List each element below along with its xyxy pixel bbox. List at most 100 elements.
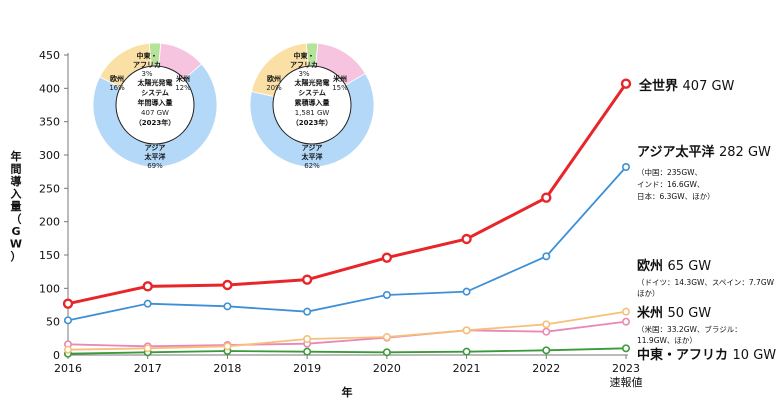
data-point <box>381 252 393 263</box>
data-point <box>620 78 632 89</box>
pie-slice-label: 15% <box>332 84 348 92</box>
x-tick-label: 2022 <box>532 362 560 375</box>
data-point <box>62 298 74 309</box>
data-point <box>541 192 552 203</box>
europe-detail: （ドイツ：14.3GW、スペイン：7.7GW <box>637 278 775 287</box>
pie-slice-label: 3% <box>141 70 152 78</box>
x-tick-note: 速報値 <box>610 376 643 389</box>
data-point <box>621 163 630 172</box>
pie-slice-label: 米州 <box>175 74 190 83</box>
x-axis-title: 年 <box>342 385 353 399</box>
pie-center-text: 1,581 GW <box>295 109 330 117</box>
data-point <box>621 344 630 353</box>
data-point <box>542 327 551 336</box>
y-tick-label: 0 <box>53 349 60 362</box>
asia-name: アジア太平洋 <box>637 144 719 160</box>
pie-slice-label: アフリカ <box>290 61 318 69</box>
data-point <box>462 326 471 335</box>
y-tick-label: 300 <box>39 149 60 162</box>
y-tick-label: 100 <box>39 282 60 295</box>
europe-name: 欧州 <box>637 258 668 274</box>
pie-slice-label: アジア <box>145 144 166 152</box>
x-tick-label: 2020 <box>373 362 401 375</box>
americas-name: 米州 <box>637 305 668 321</box>
pie-slice-label: 太平洋 <box>145 152 166 161</box>
data-point <box>301 274 313 285</box>
europe-value: 65 GW <box>668 259 712 274</box>
x-tick-label: 2021 <box>453 362 481 375</box>
data-point <box>462 347 471 356</box>
pie-slice-label: 欧州 <box>267 74 281 83</box>
data-point <box>382 348 391 357</box>
data-point <box>303 334 312 343</box>
pie-slice-label: 太平洋 <box>302 152 323 161</box>
data-point <box>621 317 630 326</box>
pie-center-text: 累積導入量 <box>295 98 330 107</box>
pie-center-hole <box>272 65 352 145</box>
data-point <box>223 302 232 311</box>
data-point <box>542 346 551 355</box>
y-axis-title-char: 入 <box>11 188 22 201</box>
x-tick-label: 2023 <box>612 362 640 375</box>
x-tick-label: 2018 <box>213 362 241 375</box>
europe-label: 欧州 65 GW <box>637 258 711 274</box>
data-point <box>223 342 232 351</box>
y-axis-title-char: 年 <box>11 149 22 163</box>
data-point <box>64 316 73 325</box>
pie-center-text: （2023年） <box>135 118 175 127</box>
data-point <box>621 307 630 316</box>
pie-slice-label: 3% <box>298 70 309 78</box>
y-axis-title-char: （ <box>11 213 22 226</box>
data-point <box>382 332 391 341</box>
pie-center-text: （2023年） <box>292 118 332 127</box>
data-point <box>142 281 153 292</box>
data-point <box>542 252 551 261</box>
pie-slice-label: 20% <box>266 84 282 92</box>
data-point <box>382 290 391 299</box>
data-point <box>303 347 312 356</box>
y-axis-title-char: G <box>11 225 20 238</box>
europe-detail: ほか） <box>637 289 660 298</box>
pie-center-text: システム <box>298 89 326 97</box>
series-line <box>67 320 627 348</box>
series-line <box>67 166 627 322</box>
pie-center-text: 年間導入量 <box>138 98 173 107</box>
americas-detail: （米国：33.2GW、ブラジル： <box>637 324 742 334</box>
americas-detail: 11.9GW、ほか） <box>637 336 697 345</box>
y-axis-title-char: W <box>10 238 22 251</box>
data-point <box>461 233 472 245</box>
x-tick-label: 2017 <box>134 362 162 375</box>
data-point <box>143 344 152 353</box>
pie-center-text: 太陽光発電 <box>295 78 330 87</box>
americas-label: 米州 50 GW <box>637 305 711 321</box>
asia-detail: 日本：6.3GW、ほか） <box>637 191 715 201</box>
pie-slice-label: 中東・ <box>294 51 315 60</box>
data-point <box>303 307 312 316</box>
series-line <box>67 347 627 355</box>
asia-detail: （中国：235GW、 <box>637 167 702 177</box>
asia-value: 282 GW <box>719 145 771 160</box>
data-point <box>542 320 551 329</box>
y-axis-title-char: 導 <box>11 174 22 188</box>
y-tick-label: 250 <box>39 182 60 195</box>
pie-center-hole <box>115 65 195 145</box>
pie-slice-label: 69% <box>147 162 163 170</box>
asia-label: アジア太平洋 282 GW <box>637 144 771 160</box>
y-tick-label: 200 <box>39 216 60 229</box>
y-axis-title-char: 量 <box>11 200 22 213</box>
pie-center-text: 太陽光発電 <box>138 78 173 87</box>
pie-slice-label: アフリカ <box>133 61 161 69</box>
data-point <box>222 279 233 291</box>
world-value: 407 GW <box>683 79 735 94</box>
data-point <box>64 345 73 354</box>
pie-slice-label: 中東・ <box>137 51 158 60</box>
pie-slice-label: 62% <box>304 162 320 170</box>
series-line <box>67 82 628 306</box>
data-point <box>143 299 152 308</box>
x-tick-label: 2016 <box>54 362 82 375</box>
data-point <box>462 287 471 296</box>
y-tick-label: 50 <box>46 316 60 329</box>
mea-label: 中東・アフリカ 10 GW <box>637 347 776 363</box>
y-tick-label: 450 <box>39 49 60 62</box>
